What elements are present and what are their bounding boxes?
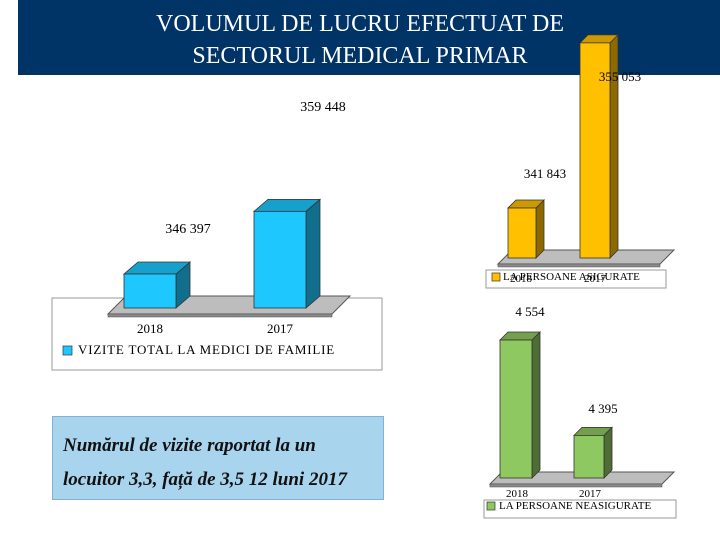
bar-2018: [499, 339, 533, 479]
bar-2017: [573, 434, 605, 479]
chart-floor-edge: [107, 313, 333, 318]
note-line-2: locuitor 3,3, față de 3,5 12 luni 2017: [63, 469, 347, 490]
bar-2017: [579, 42, 611, 259]
legend-box: [483, 499, 677, 519]
data-label-2017: 4 395: [588, 401, 617, 416]
legend-swatch: [491, 272, 501, 282]
category-label-2017: 2017: [267, 321, 294, 336]
category-label-2017: 2017: [579, 488, 602, 500]
page-title: VOLUMUL DE LUCRU EFECTUAT DE SECTORUL ME…: [18, 8, 702, 72]
note-line-1: Numărul de vizite raportat la un: [63, 435, 316, 456]
data-label-2017: 355 053: [599, 69, 641, 84]
category-label-2018: 2018: [506, 488, 529, 500]
visits-per-capita-note: Numărul de vizite raportat la un locuito…: [52, 416, 384, 500]
title-line-2: SECTORUL MEDICAL PRIMAR: [192, 43, 528, 69]
bar-2018: [507, 207, 537, 259]
data-label-2018: 4 554: [515, 304, 545, 319]
note-text: Numărul de vizite raportat la un locuito…: [63, 429, 375, 497]
data-label-2017: 359 448: [300, 100, 346, 115]
category-label-2017: 2017: [584, 273, 607, 285]
legend-swatch: [62, 345, 73, 356]
data-label-2018: 341 843: [524, 166, 566, 181]
legend-label: VIZITE TOTAL LA MEDICI DE FAMILIE: [78, 342, 335, 357]
legend-label: LA PERSOANE NEASIGURATE: [499, 500, 651, 512]
category-label-2018: 2018: [137, 321, 163, 336]
legend-label: LA PERSOANE ASIGURATE: [503, 271, 640, 283]
chart-floor-edge: [497, 263, 661, 268]
bar-2017: [253, 210, 307, 309]
legend-swatch: [486, 501, 496, 511]
bar-2018: [123, 273, 177, 309]
bar-side: [531, 331, 541, 479]
category-label-2018: 2018: [510, 273, 533, 285]
legend-box: [485, 269, 667, 289]
chart-floor-edge: [489, 483, 663, 488]
title-line-1: VOLUMUL DE LUCRU EFECTUAT DE: [156, 11, 564, 37]
bar-side: [603, 426, 613, 479]
data-label-2018: 346 397: [165, 222, 211, 237]
